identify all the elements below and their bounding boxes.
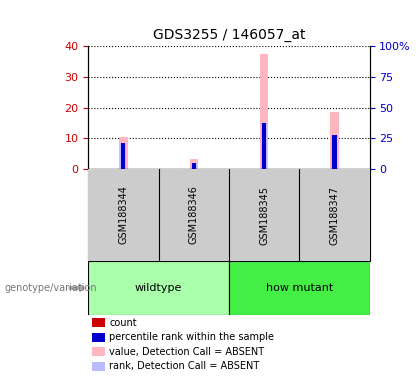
- Text: count: count: [109, 318, 137, 328]
- Title: GDS3255 / 146057_at: GDS3255 / 146057_at: [152, 28, 305, 42]
- Text: GSM188347: GSM188347: [329, 185, 339, 245]
- Bar: [262, 123, 266, 169]
- Bar: [261, 123, 267, 169]
- Bar: [299, 169, 370, 261]
- Bar: [191, 163, 197, 169]
- Bar: [330, 112, 339, 169]
- Bar: [88, 261, 229, 315]
- Bar: [189, 159, 198, 169]
- Text: percentile rank within the sample: percentile rank within the sample: [109, 332, 274, 342]
- Bar: [260, 54, 268, 169]
- Bar: [121, 143, 126, 169]
- Bar: [229, 261, 370, 315]
- Text: wildtype: wildtype: [135, 283, 182, 293]
- Bar: [192, 163, 196, 169]
- Text: GSM188345: GSM188345: [259, 185, 269, 245]
- Bar: [331, 135, 337, 169]
- Bar: [332, 135, 336, 169]
- Text: how mutant: how mutant: [265, 283, 333, 293]
- Bar: [119, 137, 128, 169]
- Text: GSM188344: GSM188344: [118, 185, 129, 245]
- Bar: [88, 169, 159, 261]
- Text: genotype/variation: genotype/variation: [4, 283, 97, 293]
- Bar: [121, 143, 126, 169]
- Text: rank, Detection Call = ABSENT: rank, Detection Call = ABSENT: [109, 361, 260, 371]
- Text: value, Detection Call = ABSENT: value, Detection Call = ABSENT: [109, 347, 264, 357]
- Text: GSM188346: GSM188346: [189, 185, 199, 245]
- Bar: [229, 169, 299, 261]
- Bar: [159, 169, 229, 261]
